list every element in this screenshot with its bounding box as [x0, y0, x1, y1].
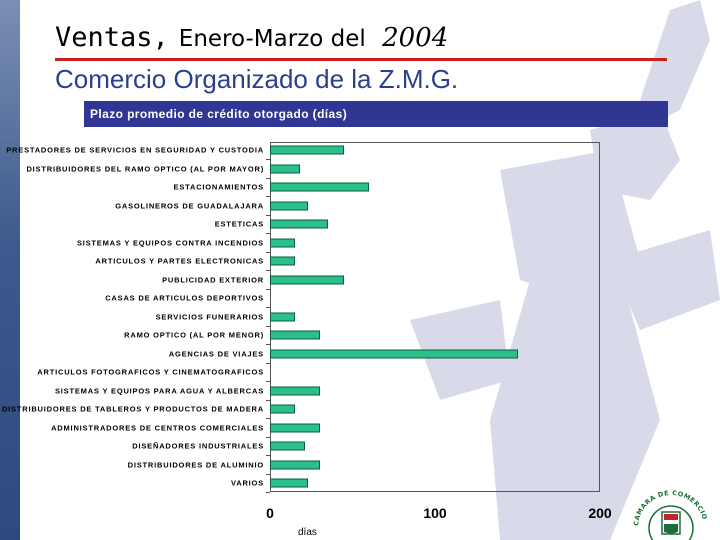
category-label: SISTEMAS Y EQUIPOS CONTRA INCENDIOS: [76, 238, 264, 247]
y-axis-tick: [266, 251, 270, 253]
bar: [270, 275, 345, 284]
category-label: ADMINISTRADORES DE CENTROS COMERCIALES: [51, 423, 264, 432]
category-label: CASAS DE ARTICULOS DEPORTIVOS: [105, 293, 264, 303]
category-label: VARIOS: [231, 478, 264, 488]
title-part-3: 2004: [382, 23, 449, 53]
y-axis-tick: [266, 492, 270, 494]
x-axis-label: días: [298, 527, 317, 538]
category-label: SISTEMAS Y EQUIPOS PARA AGUA Y ALBERCAS: [54, 386, 264, 395]
y-axis-tick: [266, 418, 270, 420]
y-axis-tick: [266, 196, 270, 198]
chamber-of-commerce-logo: CAMARA DE COMERCIO: [632, 489, 708, 540]
category-label: DISTRIBUIDORES DEL RAMO OPTICO (AL POR M…: [26, 164, 264, 173]
chart-title: Plazo promedio de crédito otorgado (días…: [84, 101, 668, 127]
y-axis-tick: [266, 381, 270, 383]
category-label: ARTICULOS FOTOGRAFICOS Y CINEMATOGRAFICO…: [37, 367, 264, 377]
category-label: AGENCIAS DE VIAJES: [168, 349, 264, 358]
category-label: GASOLINEROS DE GUADALAJARA: [115, 201, 264, 210]
x-tick-label: 100: [423, 505, 447, 521]
bar: [270, 164, 300, 173]
category-label: ARTICULOS Y PARTES ELECTRONICAS: [95, 256, 264, 266]
bar: [270, 349, 518, 358]
bar: [270, 423, 320, 432]
category-label: DISTRIBUIDORES DE ALUMINIO: [127, 460, 264, 469]
bar: [270, 404, 295, 414]
category-label: PRESTADORES DE SERVICIOS EN SEGURIDAD Y …: [6, 145, 264, 155]
y-axis-tick: [266, 270, 270, 272]
title-part-1: Ventas,: [55, 22, 169, 53]
bar: [270, 460, 320, 469]
y-axis-tick: [266, 362, 270, 364]
bar: [270, 256, 295, 266]
y-axis-tick: [266, 455, 270, 457]
y-axis-tick: [266, 344, 270, 346]
bar: [270, 145, 345, 155]
x-tick-label: 0: [266, 505, 274, 521]
y-axis-tick: [266, 214, 270, 216]
slide-subtitle: Comercio Organizado de la Z.M.G.: [55, 64, 459, 94]
category-label: DISEÑADORES INDUSTRIALES: [132, 441, 264, 451]
left-decorative-band: [0, 0, 20, 540]
category-label: RAMO OPTICO (AL POR MENOR): [124, 330, 264, 340]
y-axis-tick: [266, 159, 270, 161]
bar: [270, 441, 305, 451]
bar: [270, 182, 369, 192]
plot-area: [270, 142, 600, 492]
bar: [270, 219, 328, 229]
bar: [270, 312, 295, 321]
y-axis-tick: [266, 233, 270, 235]
y-axis-tick: [266, 473, 270, 475]
category-label: DISTRIBUIDORES DE TABLEROS Y PRODUCTOS D…: [1, 404, 264, 414]
y-axis-tick: [266, 177, 270, 179]
y-axis-tick: [266, 399, 270, 401]
bar: [270, 238, 295, 247]
category-label: ESTACIONAMIENTOS: [173, 182, 264, 192]
bar: [270, 201, 308, 210]
bar: [270, 478, 308, 488]
title-part-2: Enero-Marzo del: [178, 26, 366, 52]
y-axis-tick: [266, 288, 270, 290]
slide-title: Ventas, Enero-Marzo del 2004: [55, 22, 448, 53]
category-label: SERVICIOS FUNERARIOS: [155, 312, 264, 321]
category-label: ESTETICAS: [214, 219, 264, 229]
category-label: PUBLICIDAD EXTERIOR: [162, 275, 264, 284]
bar: [270, 386, 320, 395]
statue-watermark-image: [410, 0, 720, 540]
y-axis-tick: [266, 307, 270, 309]
y-axis-tick: [266, 436, 270, 438]
title-divider: [55, 58, 667, 61]
y-axis-tick: [266, 325, 270, 327]
x-tick-label: 200: [588, 505, 612, 521]
bar: [270, 330, 320, 340]
